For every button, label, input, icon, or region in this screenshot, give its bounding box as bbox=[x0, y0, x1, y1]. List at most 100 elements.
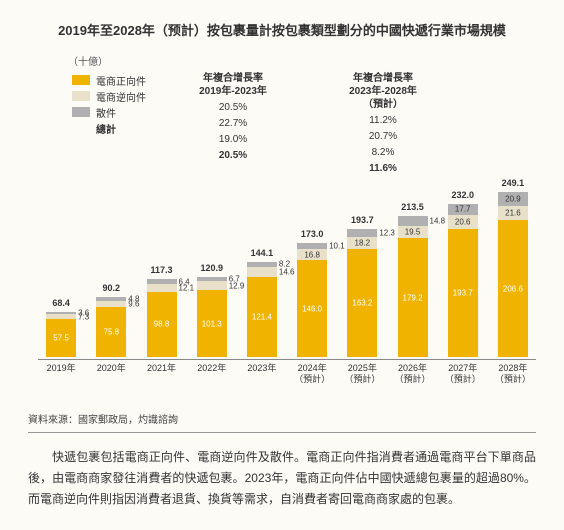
bar-seg-label: 57.5 bbox=[53, 333, 69, 342]
bar-seg-scatter: 8.2 bbox=[247, 262, 277, 267]
bar-seg-forward: 75.8 bbox=[96, 307, 126, 357]
legend-reverse: 電商逆向件 bbox=[72, 88, 178, 104]
x-label: 2023年 bbox=[239, 360, 285, 385]
bar-seg-label: 206.6 bbox=[503, 284, 523, 293]
bar-seg-label: 193.7 bbox=[453, 288, 473, 297]
x-axis: 2019年2020年2021年2022年2023年2024年（預計）2025年（… bbox=[38, 359, 536, 385]
legend-label-forward: 電商正向件 bbox=[96, 73, 178, 88]
bar-total-label: 144.1 bbox=[251, 248, 274, 258]
bar-total-label: 193.7 bbox=[351, 215, 374, 225]
bar-stack: 146.0 16.810.1 bbox=[297, 243, 327, 357]
bar-group: 68.457.57.33.6 bbox=[38, 312, 84, 357]
bar-total-label: 120.9 bbox=[200, 263, 223, 273]
legend-cagr-row: 電商正向件 電商逆向件 散件 總計 年複合增長率2019年-2023年 20.5… bbox=[28, 72, 536, 177]
legend-total: 總計 bbox=[72, 120, 178, 136]
bar-seg-reverse: 7.3 bbox=[46, 314, 76, 319]
bar-seg-label: 18.2 bbox=[355, 239, 371, 248]
bar-total-label: 117.3 bbox=[150, 265, 172, 275]
legend: 電商正向件 電商逆向件 散件 總計 bbox=[28, 72, 178, 177]
bar-group: 213.5179.219.514.8 bbox=[389, 216, 435, 357]
bar-seg-label: 19.5 bbox=[405, 228, 421, 237]
bar-seg-label: 146.0 bbox=[302, 304, 322, 313]
bar-seg-forward: 146.0 bbox=[297, 260, 327, 357]
bar-seg-reverse: 12.9 bbox=[197, 281, 227, 290]
cagr-head-2: 年複合增長率2023年-2028年（預計） bbox=[328, 72, 438, 111]
bar-seg-forward: 193.7 bbox=[448, 229, 478, 357]
bar-stack: 101.312.96.7 bbox=[197, 277, 227, 357]
bar-seg-scatter: 12.3 bbox=[347, 229, 377, 237]
bar-total-label: 232.0 bbox=[451, 190, 474, 200]
bar-seg-scatter: 14.8 bbox=[398, 216, 428, 226]
cagr-reverse-1: 22.7% bbox=[178, 116, 288, 132]
cagr-columns: 年複合增長率2019年-2023年 20.5% 22.7% 19.0% 20.5… bbox=[178, 72, 536, 177]
legend-label-total: 總計 bbox=[96, 121, 178, 136]
chart-plot: 68.457.57.33.690.275.89.64.8117.398.812.… bbox=[38, 185, 536, 357]
cagr-forward-2: 11.2% bbox=[328, 113, 438, 129]
swatch-reverse bbox=[72, 91, 90, 101]
x-label: 2020年 bbox=[88, 360, 134, 385]
bar-seg-scatter: 6.7 bbox=[197, 277, 227, 281]
bar-seg-scatter: 20.9 bbox=[498, 192, 528, 206]
bar-total-label: 173.0 bbox=[301, 229, 324, 239]
bar-stack: 121.414.68.2 bbox=[247, 262, 277, 357]
swatch-forward bbox=[72, 75, 90, 85]
cagr-col-1: 年複合增長率2019年-2023年 20.5% 22.7% 19.0% 20.5… bbox=[178, 72, 288, 177]
bar-stack: 98.812.16.4 bbox=[147, 279, 177, 357]
bar-group: 193.7163.218.212.3 bbox=[339, 229, 385, 357]
legend-forward: 電商正向件 bbox=[72, 72, 178, 88]
bar-stack: 163.218.2 12.3 bbox=[347, 229, 377, 357]
bar-total-label: 68.4 bbox=[52, 298, 70, 308]
source-line: 資料來源：國家郵政局，灼識諮詢 bbox=[28, 411, 536, 433]
bar-group: 117.398.812.16.4 bbox=[138, 279, 184, 357]
cagr-total-1: 20.5% bbox=[178, 148, 288, 164]
bar-seg-reverse: 12.1 bbox=[147, 284, 177, 292]
bar-seg-reverse: 9.6 bbox=[96, 301, 126, 307]
bar-seg-reverse: 16.8 bbox=[297, 249, 327, 260]
bar-group: 144.1121.414.68.2 bbox=[239, 262, 285, 357]
swatch-total-spacer bbox=[72, 123, 90, 133]
bar-seg-reverse: 18.2 bbox=[347, 237, 377, 249]
bar-seg-forward: 163.2 bbox=[347, 249, 377, 357]
bar-seg-label: 98.8 bbox=[154, 320, 170, 329]
bar-seg-label: 121.4 bbox=[252, 312, 272, 321]
swatch-scatter bbox=[72, 107, 90, 117]
legend-label-scatter: 散件 bbox=[96, 105, 178, 120]
cagr-col-2: 年複合增長率2023年-2028年（預計） 11.2% 20.7% 8.2% 1… bbox=[328, 72, 438, 177]
cagr-forward-1: 20.5% bbox=[178, 100, 288, 116]
cagr-reverse-2: 20.7% bbox=[328, 129, 438, 145]
bar-seg-scatter: 4.8 bbox=[96, 297, 126, 300]
x-label: 2019年 bbox=[38, 360, 84, 385]
bar-seg-label: 20.6 bbox=[455, 218, 471, 227]
legend-scatter: 散件 bbox=[72, 104, 178, 120]
bar-seg-forward: 121.4 bbox=[247, 277, 277, 357]
cagr-total-2: 11.6% bbox=[328, 161, 438, 177]
x-label: 2024年（預計） bbox=[289, 360, 335, 385]
bar-seg-forward: 206.6 bbox=[498, 220, 528, 357]
bar-stack: 75.89.64.8 bbox=[96, 297, 126, 357]
body-paragraph: 快遞包裹包括電商正向件、電商逆向件及散件。電商正向件指消費者通過電商平台下單商品… bbox=[28, 447, 536, 510]
bar-seg-label: 20.9 bbox=[505, 195, 521, 204]
bar-seg-label: 16.8 bbox=[304, 250, 320, 259]
x-label: 2021年 bbox=[138, 360, 184, 385]
x-label: 2026年（預計） bbox=[389, 360, 435, 385]
bar-group: 232.0193.720.617.7 bbox=[440, 204, 486, 357]
bar-stack: 193.7 20.6 17.7 bbox=[448, 204, 478, 357]
bar-seg-reverse: 21.6 bbox=[498, 206, 528, 220]
bar-seg-scatter: 10.1 bbox=[297, 243, 327, 250]
stacked-bar-chart: 68.457.57.33.690.275.89.64.8117.398.812.… bbox=[28, 185, 536, 385]
bar-group: 173.0146.016.810.1 bbox=[289, 243, 335, 357]
x-label: 2022年 bbox=[189, 360, 235, 385]
cagr-scatter-1: 19.0% bbox=[178, 132, 288, 148]
bar-group: 249.1206.621.620.9 bbox=[490, 192, 536, 357]
cagr-scatter-2: 8.2% bbox=[328, 145, 438, 161]
bar-seg-forward: 98.8 bbox=[147, 292, 177, 357]
x-label: 2025年（預計） bbox=[339, 360, 385, 385]
bar-stack: 179.219.514.8 bbox=[398, 216, 428, 357]
bar-seg-scatter: 3.6 bbox=[46, 312, 76, 314]
bar-seg-scatter: 17.7 bbox=[448, 204, 478, 216]
cagr-head-1: 年複合增長率2019年-2023年 bbox=[178, 72, 288, 98]
y-axis-unit: （十億） bbox=[68, 53, 536, 68]
x-label: 2028年（預計） bbox=[490, 360, 536, 385]
bar-seg-label: 17.7 bbox=[455, 205, 471, 214]
bar-seg-reverse: 19.5 bbox=[398, 226, 428, 239]
